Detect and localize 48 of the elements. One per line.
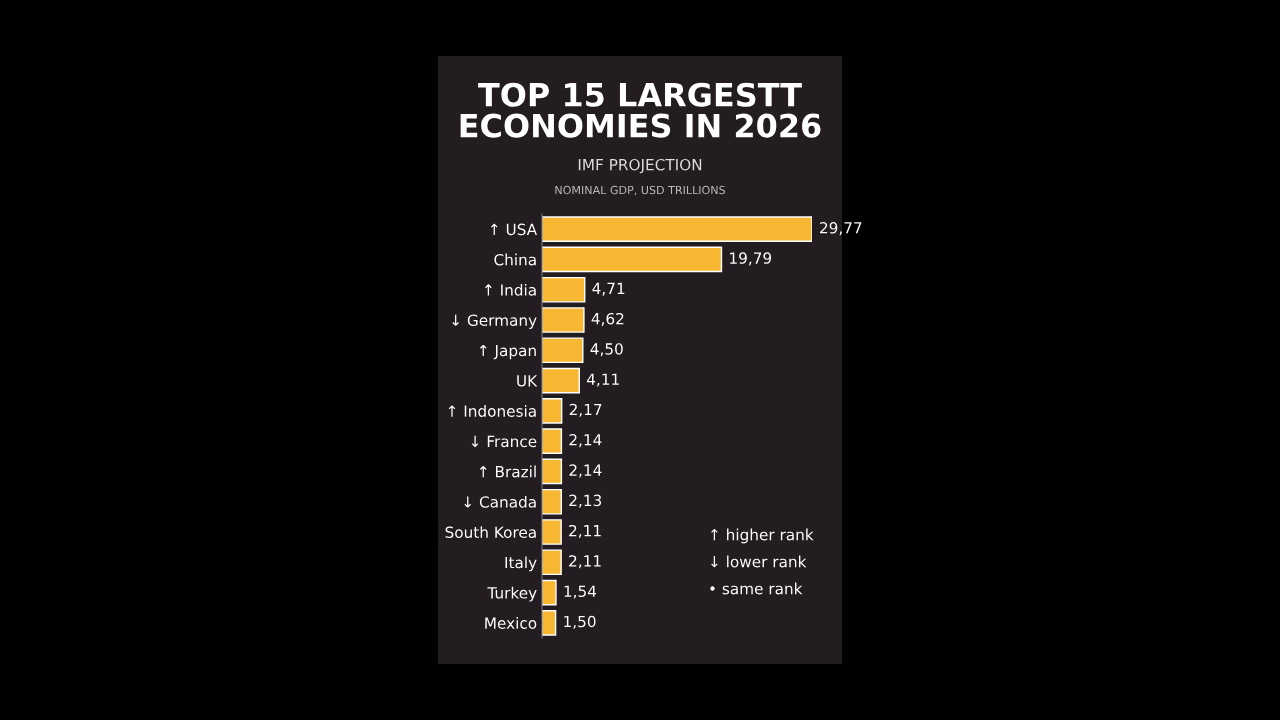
bar <box>542 428 563 454</box>
bar <box>542 216 812 242</box>
data-label: 1,54 <box>564 585 597 599</box>
y-tick-label: Turkey <box>487 586 537 602</box>
y-tick-label: ↑ Japan <box>479 344 536 360</box>
data-label: 29,77 <box>820 222 862 236</box>
data-label: 2,13 <box>569 494 602 508</box>
y-tick-label: UK <box>517 375 538 387</box>
bar <box>542 276 586 303</box>
bar <box>542 398 563 424</box>
bar <box>542 549 562 576</box>
bar <box>542 610 557 636</box>
bar <box>542 458 563 485</box>
bar <box>542 307 585 333</box>
y-tick-label: ↑ USA <box>490 223 538 236</box>
y-tick-label: ↑ India <box>485 283 536 296</box>
bar <box>542 579 557 606</box>
y-tick-label: ↓ Germany <box>452 314 537 329</box>
data-label: 4,11 <box>586 373 619 387</box>
bar <box>542 488 563 515</box>
y-tick-label: ↓ France <box>471 435 537 448</box>
bar <box>542 519 562 545</box>
y-tick-label: ↑ Indonesia <box>448 405 536 417</box>
data-label: 1,50 <box>564 615 596 629</box>
data-label: 4,62 <box>591 312 624 326</box>
data-label: 4,50 <box>590 343 623 357</box>
data-label: 2,11 <box>569 555 601 569</box>
data-label: 19,79 <box>730 252 772 266</box>
y-tick-label: Italy <box>505 556 537 572</box>
data-label: 2,14 <box>569 434 602 448</box>
bar <box>542 246 723 273</box>
y-tick-label: Mexico <box>485 617 537 629</box>
y-tick-label: ↑ Brazil <box>479 465 536 478</box>
bar <box>542 337 584 364</box>
bar <box>542 367 580 394</box>
x-axis-title: NOMINAL GDP, USD TRILLIONS <box>555 185 726 196</box>
chart-title: TOP 15 LARGESTT ECONOMIES IN 2026 <box>460 82 821 138</box>
annotation: • same rank <box>710 582 803 595</box>
annotation: ↓ lower rank <box>711 555 807 568</box>
annotation: ↑ higher rank <box>711 528 814 544</box>
y-tick-label: ↓ Canada <box>464 495 536 508</box>
data-label: 2,14 <box>569 464 602 478</box>
y-tick-label: China <box>494 253 536 266</box>
data-label: 2,11 <box>569 524 601 538</box>
data-label: 2,17 <box>569 403 602 417</box>
data-label: 4,71 <box>592 282 625 296</box>
chart-subtitle: IMF PROJECTION <box>578 158 702 174</box>
y-tick-label: South Korea <box>445 526 536 539</box>
